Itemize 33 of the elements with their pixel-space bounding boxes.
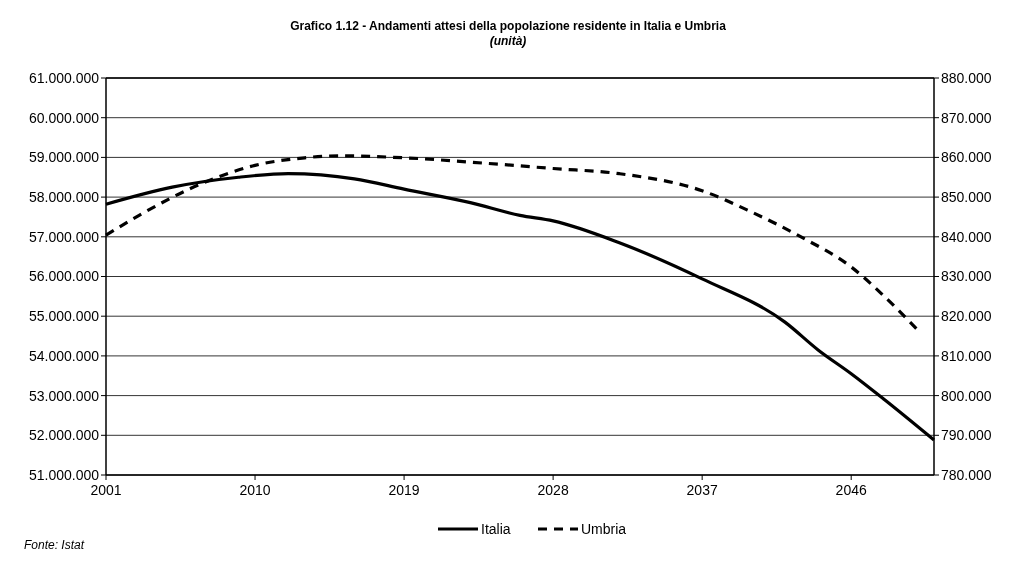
y-tick-label: 59.000.000	[28, 149, 100, 166]
y2-tick-label: 850.000	[941, 189, 992, 205]
y2-tick-label: 780.000	[941, 466, 992, 483]
y-tick-label: 53.000.000	[28, 387, 100, 404]
legend-label: Umbria	[581, 520, 627, 537]
y-tick-label: 57.000.000	[28, 228, 100, 245]
y2-tick-label: 820.000	[941, 308, 992, 325]
y2-tick-label: 800.000	[941, 387, 992, 404]
y2-tick-label: 880.000	[941, 69, 992, 86]
y-tick-label: 56.000.000	[28, 268, 100, 285]
x-tick-label: 2028	[537, 482, 569, 498]
y2-tick-label: 840.000	[941, 228, 992, 245]
y2-tick-label: 790.000	[941, 427, 992, 444]
x-tick-label: 2037	[686, 482, 718, 498]
y2-tick-label: 830.000	[941, 268, 992, 285]
x-tick-label: 2010	[239, 482, 271, 498]
y-tick-label: 55.000.000	[28, 308, 100, 325]
chart-title: Grafico 1.12 - Andamenti attesi della popolazione residente in Italia e Umbria	[290, 19, 727, 33]
y-tick-label: 52.000.000	[28, 427, 100, 444]
x-tick-label: 2019	[388, 482, 420, 498]
y-tick-label: 51.000.000	[28, 466, 100, 483]
y2-tick-label: 860.000	[941, 149, 992, 166]
y-tick-label: 61.000.000	[28, 69, 100, 86]
y2-tick-label: 810.000	[941, 347, 992, 364]
chart-subtitle: (unità)	[489, 34, 527, 48]
y2-tick-label: 870.000	[941, 109, 992, 126]
y-tick-label: 58.000.000	[28, 189, 100, 205]
y-tick-label: 54.000.000	[28, 347, 100, 364]
source-note: Fonte: Istat	[24, 538, 85, 552]
x-tick-label: 2046	[835, 482, 867, 498]
y-tick-label: 60.000.000	[28, 109, 100, 126]
x-tick-label: 2001	[90, 482, 122, 498]
legend-label: Italia	[481, 520, 511, 537]
